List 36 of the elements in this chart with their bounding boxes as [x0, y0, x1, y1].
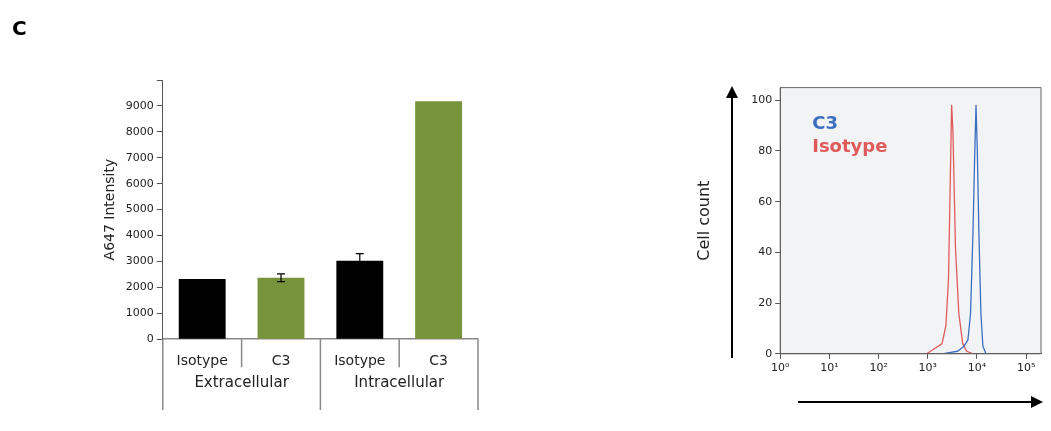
y-tick-label: 9000 [125, 98, 154, 112]
y-tick-label: 100 [751, 93, 773, 107]
y-tick-label: 1000 [125, 306, 154, 320]
y-tick-label: 0 [146, 332, 154, 346]
x-tick-label: 10⁴ [967, 361, 987, 375]
y-tick-label: 2000 [125, 280, 154, 294]
x-tick-label: 10⁰ [770, 361, 790, 375]
y-tick-label: 4000 [125, 228, 154, 242]
x-tick-label: Isotype [176, 352, 228, 369]
y-tick-label: 60 [758, 194, 773, 208]
x-tick-label: 10³ [918, 361, 937, 375]
text: Intracellular [354, 373, 446, 392]
text: C [12, 16, 27, 40]
y-tick-label: 8000 [125, 124, 154, 138]
text: Extracellular [194, 373, 290, 392]
x-tick-label: 10⁵ [1016, 361, 1036, 375]
y-axis-title: A647 Intensity [101, 158, 118, 261]
y-tick-label: 40 [758, 245, 773, 259]
x-tick-label: 10¹ [820, 361, 839, 375]
y-tick-label: 7000 [125, 150, 154, 164]
text: Isotype [812, 135, 888, 157]
y-tick-label: 20 [758, 295, 773, 309]
y-tick-label: 5000 [125, 202, 154, 216]
x-tick-label: C3 [429, 352, 448, 369]
bar [257, 277, 305, 339]
bar [178, 279, 226, 339]
y-tick-label: 0 [765, 346, 773, 360]
bar [415, 101, 463, 339]
x-tick-label: Isotype [334, 352, 386, 369]
x-tick-label: 10² [869, 361, 888, 375]
y-tick-label: 80 [758, 143, 773, 157]
y-tick-label: 6000 [125, 176, 154, 190]
y-axis-title: Cell count [693, 180, 713, 261]
text: C3 [812, 112, 838, 134]
y-tick-label: 3000 [125, 254, 154, 268]
x-tick-label: C3 [271, 352, 291, 369]
